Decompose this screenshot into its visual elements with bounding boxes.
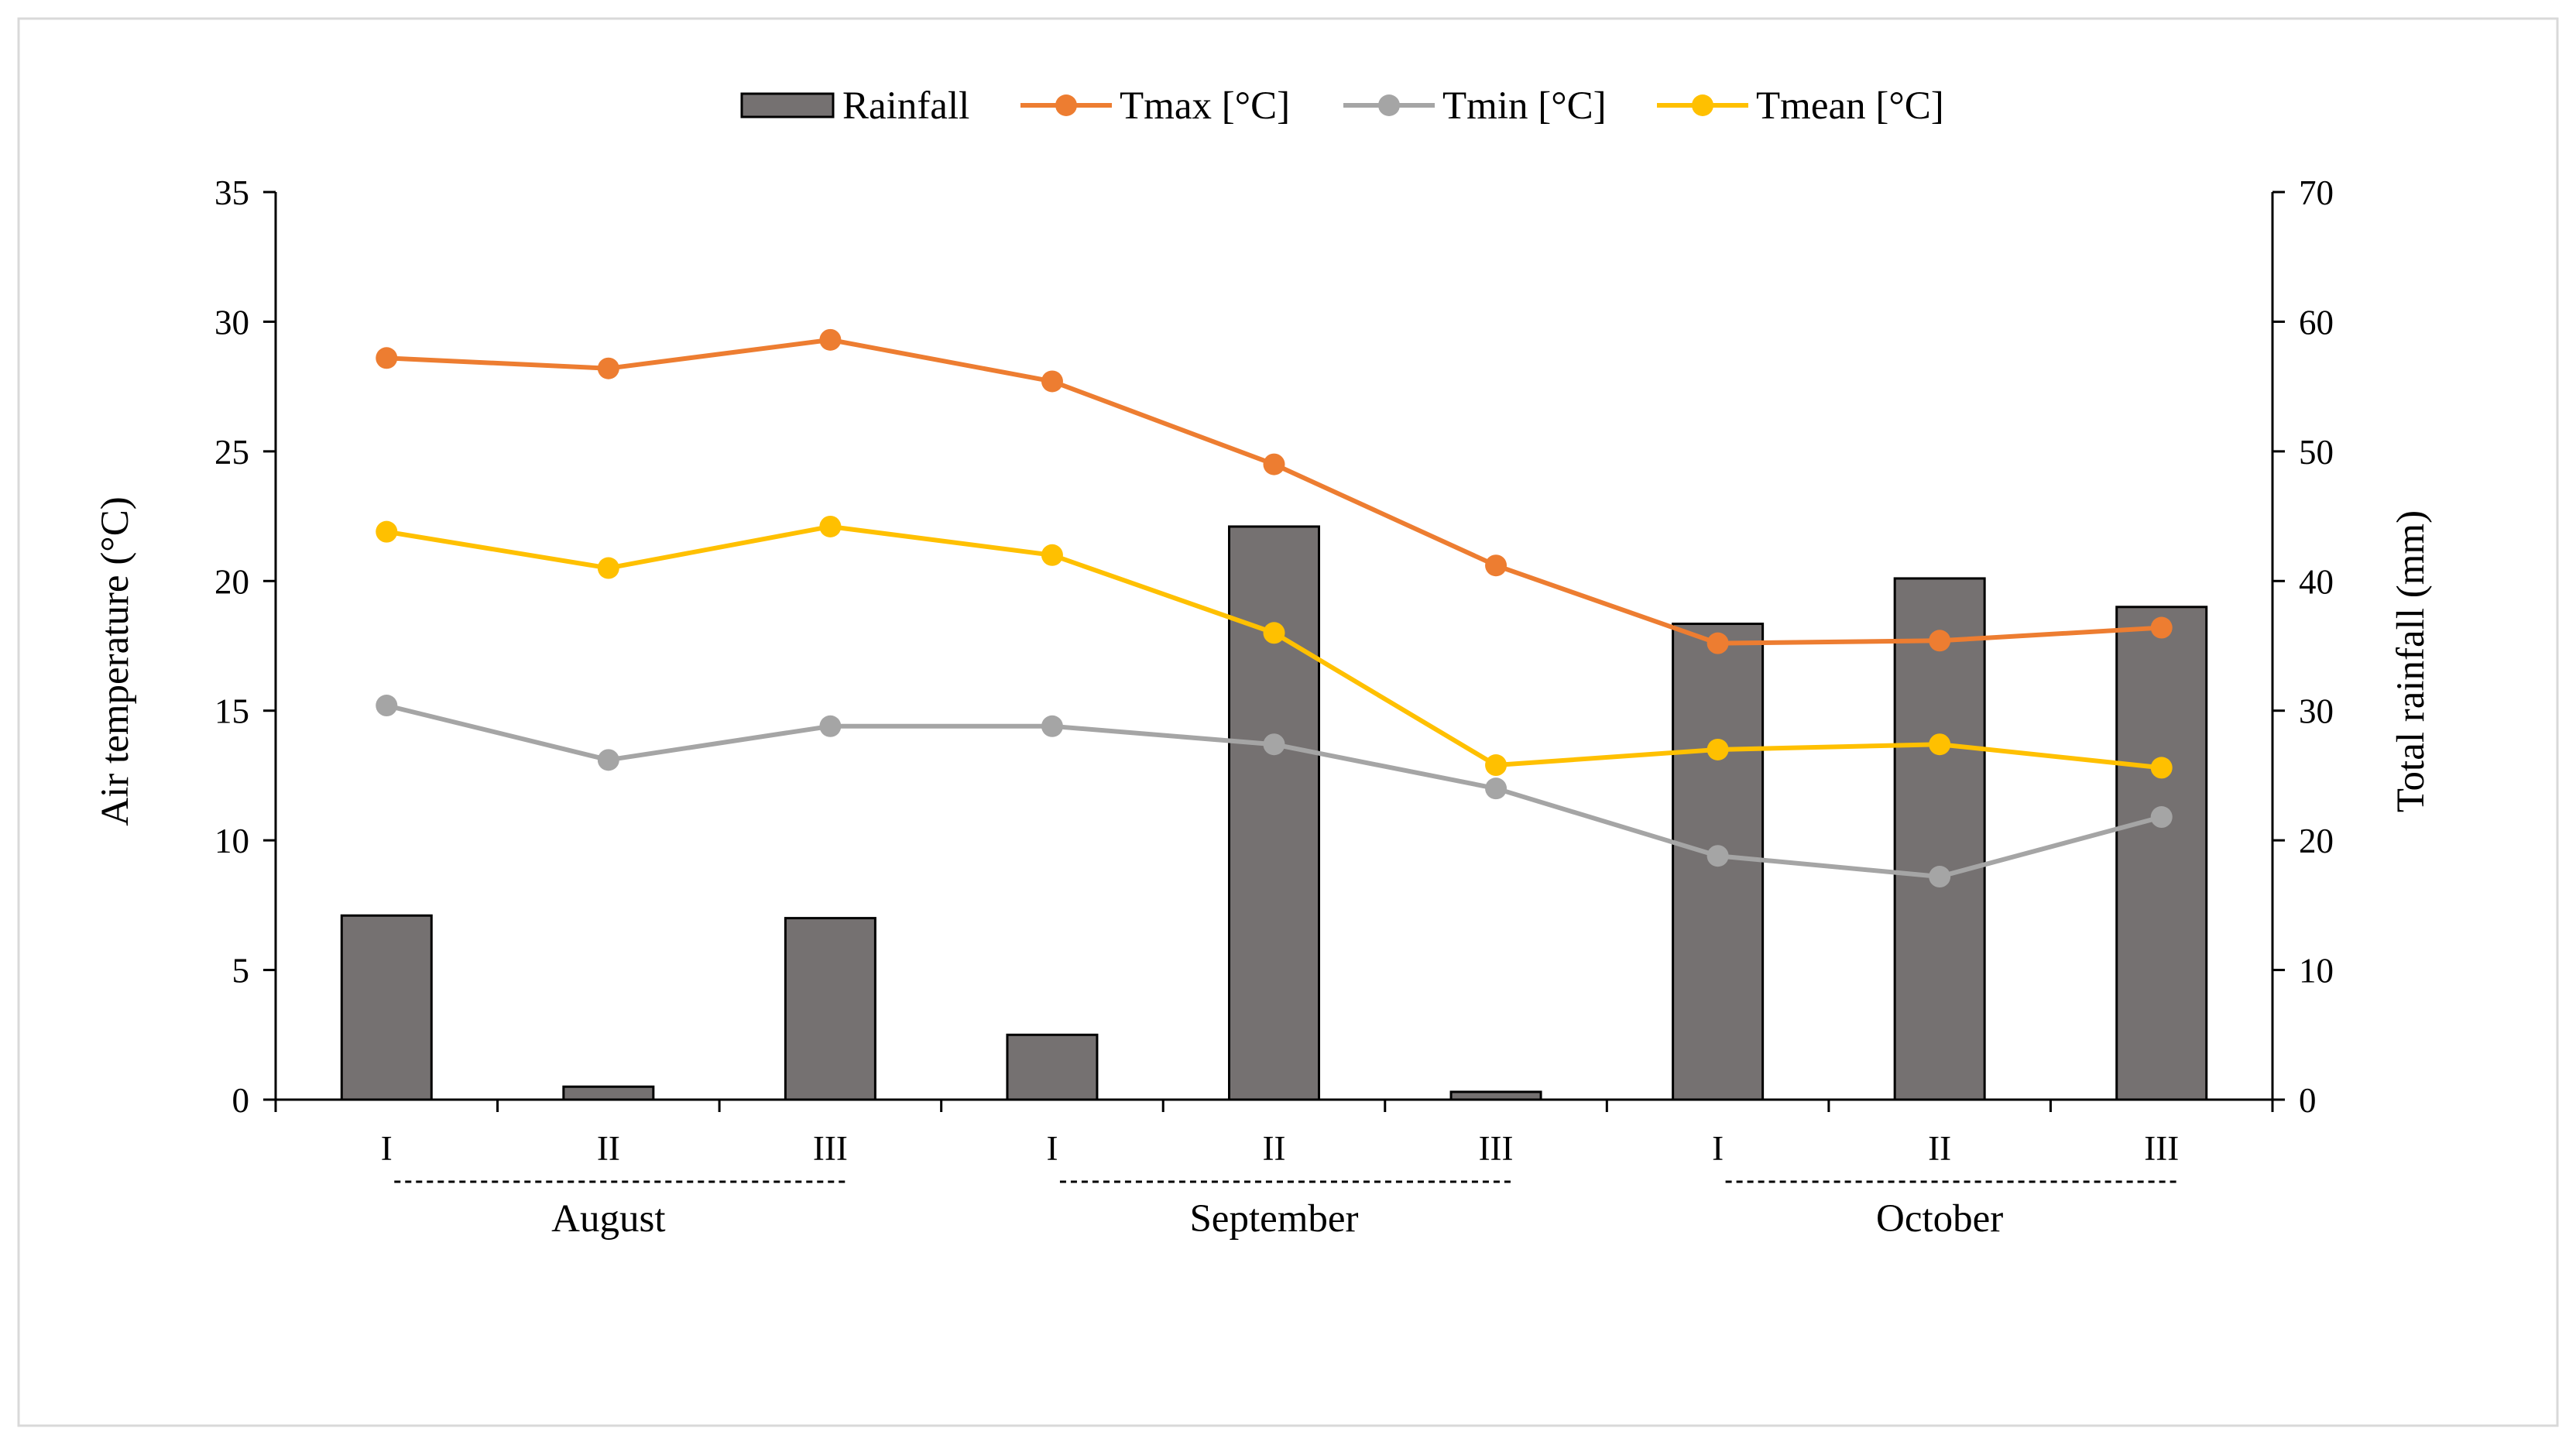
legend-marker — [1055, 94, 1077, 116]
series-point — [376, 695, 398, 717]
left-tick-label: 25 — [214, 433, 249, 472]
right-tick-label: 10 — [2299, 952, 2334, 990]
rainfall-bar — [784, 917, 876, 1101]
category-label: II — [1928, 1129, 1951, 1168]
series-point — [819, 328, 842, 351]
series-point — [597, 357, 619, 379]
series-point — [1929, 630, 1951, 652]
legend-rainfall-swatch — [740, 92, 835, 118]
category-label: II — [1263, 1129, 1286, 1168]
left-tick-label: 5 — [232, 952, 250, 990]
series-point — [1706, 738, 1729, 760]
month-label: October — [1876, 1197, 2003, 1241]
series-point — [1706, 632, 1729, 654]
right-tick-label: 50 — [2299, 433, 2334, 472]
legend-series-label: Tmean [°C] — [1756, 84, 1944, 128]
series-point — [597, 557, 619, 579]
left-tick-label: 30 — [214, 303, 249, 342]
right-tick-label: 60 — [2299, 303, 2334, 342]
legend-series-label: Tmin [°C] — [1442, 84, 1607, 128]
category-label: I — [1712, 1129, 1724, 1168]
series-point — [1263, 453, 1285, 475]
series-point — [1263, 733, 1285, 756]
series-point — [1706, 845, 1729, 867]
category-label: I — [381, 1129, 393, 1168]
left-tick-label: 10 — [214, 822, 249, 860]
month-label: September — [1189, 1197, 1358, 1241]
left-tick-label: 15 — [214, 692, 249, 731]
series-point — [1041, 715, 1063, 737]
right-tick-label: 20 — [2299, 822, 2334, 860]
legend-rainfall-label: Rainfall — [842, 84, 969, 128]
right-tick-label: 70 — [2299, 173, 2334, 212]
left-tick-label: 20 — [214, 562, 249, 601]
series-point — [1041, 544, 1063, 566]
series-point — [1485, 754, 1508, 777]
category-label: III — [1479, 1129, 1514, 1168]
rainfall-bar — [1006, 1033, 1099, 1101]
series-point — [376, 520, 398, 543]
left-tick-label: 0 — [232, 1081, 250, 1120]
series-point — [1263, 622, 1285, 644]
series-point — [2150, 757, 2173, 779]
series-point — [1041, 370, 1063, 393]
rainfall-bar — [340, 914, 433, 1101]
rainfall-bar — [1893, 577, 1986, 1101]
series-point — [819, 715, 842, 737]
right-tick-label: 30 — [2299, 692, 2334, 731]
series-point — [1485, 777, 1508, 800]
legend-marker — [1378, 94, 1400, 116]
series-point — [1485, 554, 1508, 577]
series-point — [376, 347, 398, 369]
legend-marker — [1692, 94, 1713, 116]
series-point — [1929, 866, 1951, 888]
left-axis-title: Air temperature (°C) — [94, 496, 137, 826]
legend-series-label: Tmax [°C] — [1120, 84, 1290, 128]
left-tick-label: 35 — [214, 173, 249, 212]
rainfall-bar — [562, 1085, 655, 1101]
category-label: II — [597, 1129, 620, 1168]
series-point — [1929, 733, 1951, 756]
category-label: III — [813, 1129, 848, 1168]
category-label: III — [2144, 1129, 2179, 1168]
series-point — [2150, 616, 2173, 639]
rainfall-bar — [2115, 606, 2208, 1101]
series-point — [597, 749, 619, 771]
series-point — [819, 515, 842, 537]
right-axis-title: Total rainfall (mm) — [2389, 510, 2433, 812]
right-tick-label: 0 — [2299, 1081, 2317, 1120]
month-label: August — [551, 1197, 665, 1241]
series-point — [2150, 806, 2173, 829]
rainfall-bar — [1228, 525, 1320, 1101]
right-tick-label: 40 — [2299, 562, 2334, 601]
category-label: I — [1046, 1129, 1058, 1168]
rainfall-bar — [1449, 1090, 1542, 1101]
